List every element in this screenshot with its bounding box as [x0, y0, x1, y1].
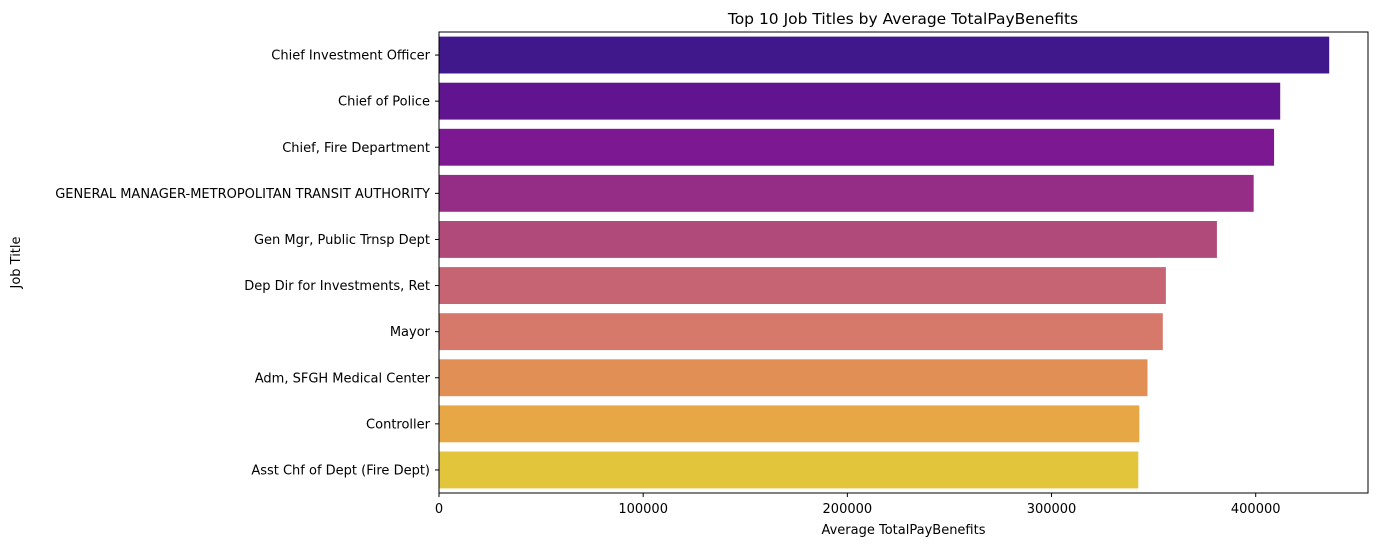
- y-axis-label: Job Title: [9, 236, 24, 289]
- bar: [439, 405, 1140, 443]
- bar: [439, 451, 1139, 489]
- chart-title: Top 10 Job Titles by Average TotalPayBen…: [727, 10, 1078, 28]
- bar: [439, 313, 1163, 351]
- y-tick-label: Adm, SFGH Medical Center: [255, 371, 431, 386]
- bar: [439, 174, 1254, 212]
- y-tick-label: Mayor: [390, 325, 431, 340]
- x-tick-label: 200000: [823, 502, 873, 517]
- y-tick-label: Chief, Fire Department: [282, 141, 430, 156]
- y-tick-label: Controller: [366, 417, 431, 432]
- x-axis-label: Average TotalPayBenefits: [821, 523, 985, 538]
- y-tick-label: Dep Dir for Investments, Ret: [244, 279, 430, 294]
- plot-frame: [438, 31, 1369, 494]
- y-tick-label: Gen Mgr, Public Trnsp Dept: [254, 233, 430, 248]
- bar: [439, 267, 1166, 304]
- y-tick-label: Asst Chf of Dept (Fire Dept): [251, 463, 430, 478]
- bar: [439, 359, 1148, 397]
- bar: [439, 36, 1330, 74]
- y-tick-label: Chief Investment Officer: [271, 49, 430, 64]
- y-tick-label: Chief of Police: [338, 95, 430, 110]
- x-tick-label: 400000: [1231, 502, 1281, 517]
- x-tick-label: 100000: [618, 502, 668, 517]
- bar: [439, 221, 1217, 258]
- bar: [439, 128, 1275, 166]
- bar: [439, 82, 1281, 120]
- x-tick-label: 0: [435, 502, 443, 517]
- x-tick-label: 300000: [1027, 502, 1077, 517]
- x-axis-ticks: 0 100000 200000 300000 400000: [435, 493, 1281, 517]
- y-tick-label: GENERAL MANAGER-METROPOLITAN TRANSIT AUT…: [55, 187, 430, 202]
- bars-group: [439, 36, 1330, 489]
- y-axis-ticks: Chief Investment Officer Chief of Police C…: [55, 49, 439, 478]
